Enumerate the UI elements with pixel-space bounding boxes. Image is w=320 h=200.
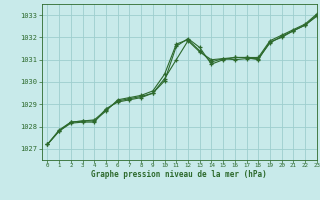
X-axis label: Graphe pression niveau de la mer (hPa): Graphe pression niveau de la mer (hPa): [91, 170, 267, 179]
